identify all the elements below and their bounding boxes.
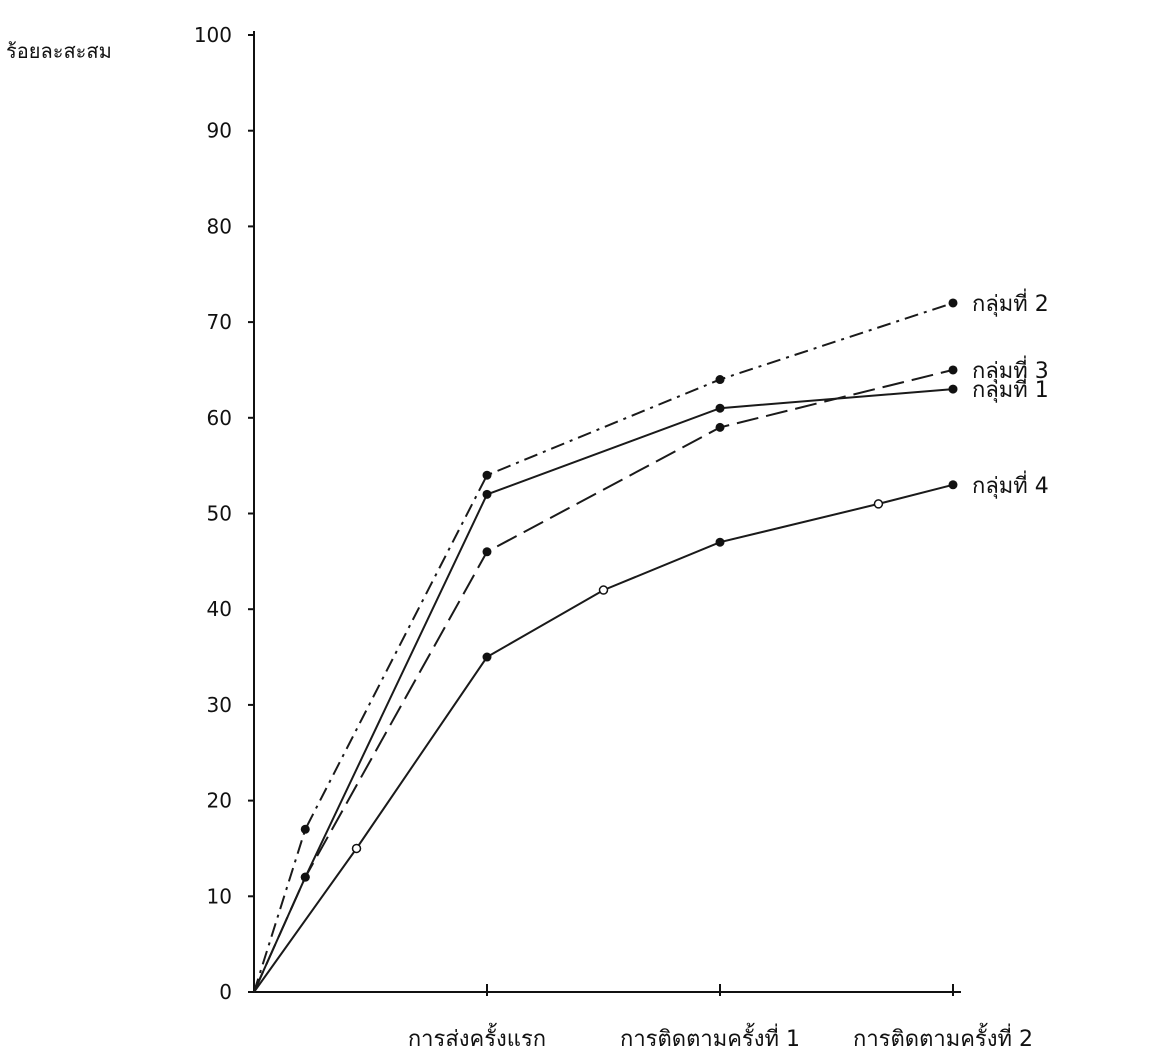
data-point <box>598 585 609 595</box>
data-point <box>715 375 725 385</box>
data-point <box>300 824 310 834</box>
data-point <box>351 843 362 854</box>
axes: 0 10 20 30 40 50 60 70 80 90 100 การส่งครั้งแรก การต… <box>194 23 1033 1052</box>
data-point <box>482 470 492 480</box>
data-point <box>948 480 958 490</box>
data-point <box>873 499 884 509</box>
series-label: กลุ่มที่ 4 <box>972 470 1049 499</box>
y-tick-label: 10 <box>207 884 232 908</box>
y-tick-label: 30 <box>207 693 232 717</box>
x-category-label: การติดตามครั้งที่ 1 <box>620 1023 800 1052</box>
data-point <box>715 537 725 547</box>
data-point <box>948 384 958 394</box>
y-tick-label: 0 <box>219 980 232 1004</box>
series-line <box>253 388 954 993</box>
series-line <box>253 368 954 993</box>
y-tick-label: 100 <box>194 23 232 47</box>
data-point <box>300 872 310 882</box>
x-category-label: การส่งครั้งแรก <box>408 1023 546 1052</box>
data-point <box>715 422 725 432</box>
series-label: กลุ่มที่ 2 <box>972 288 1049 317</box>
y-tick-label: 50 <box>207 502 232 526</box>
data-point <box>948 365 958 375</box>
data-point <box>948 298 958 308</box>
y-axis-label: ร้อยละสะสม <box>6 39 112 63</box>
data-point <box>482 652 492 662</box>
y-tick-label: 20 <box>207 789 232 813</box>
labels-group: กลุ่มที่ 2 กลุ่มที่ 3กลุ่มที่ 1 กลุ่มที่ 4 <box>972 288 1049 499</box>
y-tick-label: 80 <box>207 214 232 238</box>
series-label: กลุ่มที่ 3 <box>972 355 1049 384</box>
data-point <box>482 489 492 499</box>
series-label: กลุ่มที่ 1 <box>972 374 1049 403</box>
series-group <box>253 298 958 993</box>
y-tick-label: 40 <box>207 597 232 621</box>
series-line <box>253 483 954 993</box>
data-point <box>715 403 725 413</box>
y-tick-label: 90 <box>207 119 232 143</box>
data-point <box>482 547 492 557</box>
y-tick-label: 60 <box>207 406 232 430</box>
series-line <box>253 302 954 993</box>
y-tick-label: 70 <box>207 310 232 334</box>
x-category-label: การติดตามครั้งที่ 2 <box>853 1023 1033 1052</box>
